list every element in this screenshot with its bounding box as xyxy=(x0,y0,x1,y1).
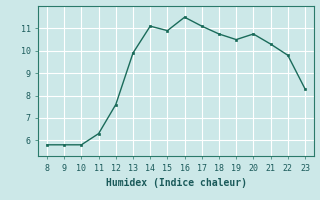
X-axis label: Humidex (Indice chaleur): Humidex (Indice chaleur) xyxy=(106,178,246,188)
